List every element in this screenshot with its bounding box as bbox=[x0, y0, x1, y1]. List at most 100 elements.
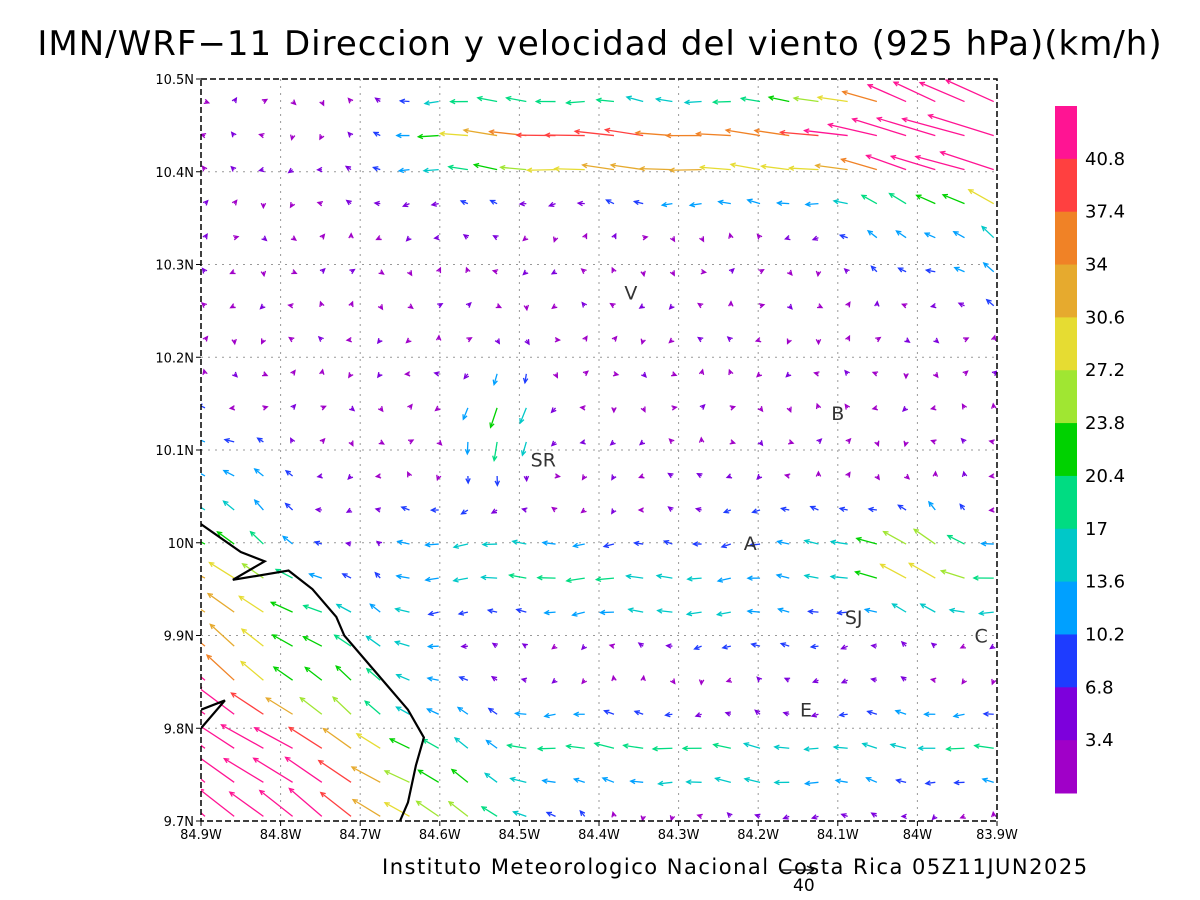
wind-vector bbox=[961, 403, 968, 410]
wind-vector bbox=[238, 595, 264, 613]
wind-vector bbox=[483, 772, 498, 783]
wind-vector bbox=[698, 368, 705, 376]
wind-vector bbox=[333, 634, 352, 647]
x-tick-label: 84.2W bbox=[737, 828, 779, 843]
wind-vector bbox=[668, 438, 675, 445]
wind-vector bbox=[637, 642, 644, 648]
wind-vector bbox=[223, 757, 264, 783]
wind-vector bbox=[612, 371, 620, 377]
colorbar-label: 10.2 bbox=[1085, 624, 1125, 645]
wind-vector bbox=[903, 373, 909, 380]
wind-vector bbox=[220, 724, 264, 749]
wind-vector bbox=[489, 407, 498, 429]
wind-vector bbox=[609, 302, 616, 309]
wind-vector bbox=[253, 727, 293, 749]
wind-vector bbox=[897, 504, 907, 511]
wind-vector bbox=[433, 234, 440, 241]
wind-vector bbox=[900, 813, 907, 820]
wind-vector bbox=[424, 541, 439, 548]
wind-vector bbox=[746, 608, 761, 615]
wind-vector bbox=[581, 644, 587, 651]
wind-vector bbox=[494, 338, 501, 345]
wind-vector bbox=[375, 235, 382, 241]
wind-vector bbox=[436, 266, 442, 274]
wind-vector bbox=[594, 576, 615, 583]
coastline-path bbox=[201, 523, 426, 821]
wind-vector bbox=[319, 100, 325, 107]
colorbar-label: 3.4 bbox=[1085, 730, 1114, 751]
wind-vector bbox=[524, 339, 530, 346]
wind-vector bbox=[845, 471, 851, 478]
wind-vector bbox=[216, 530, 235, 545]
wind-vector bbox=[611, 474, 617, 481]
wind-vector bbox=[914, 154, 965, 171]
wind-vector bbox=[889, 742, 907, 749]
wind-vector bbox=[508, 573, 527, 579]
wind-vector bbox=[668, 303, 675, 310]
wind-vector bbox=[464, 441, 471, 456]
wind-vector bbox=[345, 507, 353, 513]
wind-vector bbox=[545, 811, 556, 817]
wind-vector bbox=[288, 787, 323, 817]
y-tick-label: 10.2N bbox=[155, 351, 194, 366]
wind-vector bbox=[782, 711, 790, 717]
wind-vector bbox=[871, 405, 879, 411]
wind-vector bbox=[960, 437, 967, 444]
wind-vector bbox=[269, 601, 293, 613]
wind-vector bbox=[433, 371, 440, 377]
wind-vector bbox=[308, 572, 323, 579]
wind-vector bbox=[579, 809, 586, 817]
wind-vector bbox=[874, 440, 880, 448]
wind-vector bbox=[201, 165, 208, 172]
wind-vector bbox=[290, 99, 297, 106]
wind-vector bbox=[638, 303, 645, 309]
wind-vector bbox=[581, 474, 588, 481]
wind-vector bbox=[580, 507, 587, 514]
wind-vector bbox=[844, 369, 850, 376]
wind-vector bbox=[522, 269, 529, 276]
wind-vector bbox=[657, 780, 673, 787]
wind-vector bbox=[492, 235, 499, 241]
wind-vector bbox=[668, 167, 702, 173]
wind-vector bbox=[959, 813, 966, 819]
wind-vector bbox=[499, 164, 527, 171]
wind-vector bbox=[715, 611, 731, 617]
wind-vector bbox=[460, 643, 468, 650]
wind-vector bbox=[900, 303, 908, 309]
wind-vector bbox=[843, 268, 850, 274]
wind-vector bbox=[783, 677, 791, 683]
city-label: SJ bbox=[845, 607, 863, 629]
wind-vector bbox=[345, 199, 352, 206]
wind-vector bbox=[201, 710, 206, 715]
wind-vector bbox=[944, 79, 995, 103]
wind-vector bbox=[924, 268, 936, 274]
wind-vector bbox=[571, 611, 585, 617]
wind-vector bbox=[365, 635, 381, 647]
wind-vector bbox=[302, 636, 323, 647]
wind-vector bbox=[725, 677, 733, 683]
wind-vector bbox=[258, 789, 294, 817]
wind-vector bbox=[480, 806, 498, 817]
wind-vector bbox=[722, 508, 732, 514]
wind-vector bbox=[637, 507, 644, 513]
wind-vector bbox=[203, 98, 211, 105]
wind-vector bbox=[989, 643, 996, 650]
wind-vector bbox=[981, 777, 994, 783]
wind-vector bbox=[201, 676, 206, 681]
wind-vector bbox=[688, 201, 702, 208]
colorbar-label: 40.8 bbox=[1085, 149, 1125, 170]
wind-vector bbox=[465, 301, 472, 308]
colorbar-segment bbox=[1055, 740, 1077, 794]
wind-vector bbox=[865, 777, 878, 783]
wind-vector bbox=[582, 370, 589, 377]
wind-vector bbox=[551, 303, 558, 310]
colorbar-segment bbox=[1055, 211, 1077, 266]
wind-vector bbox=[861, 742, 878, 749]
wind-vectors bbox=[201, 79, 997, 821]
wind-vector bbox=[787, 165, 819, 172]
wind-vector bbox=[260, 202, 267, 210]
wind-vector bbox=[438, 131, 468, 137]
wind-vector bbox=[875, 116, 936, 137]
wind-vector bbox=[632, 540, 644, 547]
wind-vector bbox=[350, 766, 381, 783]
